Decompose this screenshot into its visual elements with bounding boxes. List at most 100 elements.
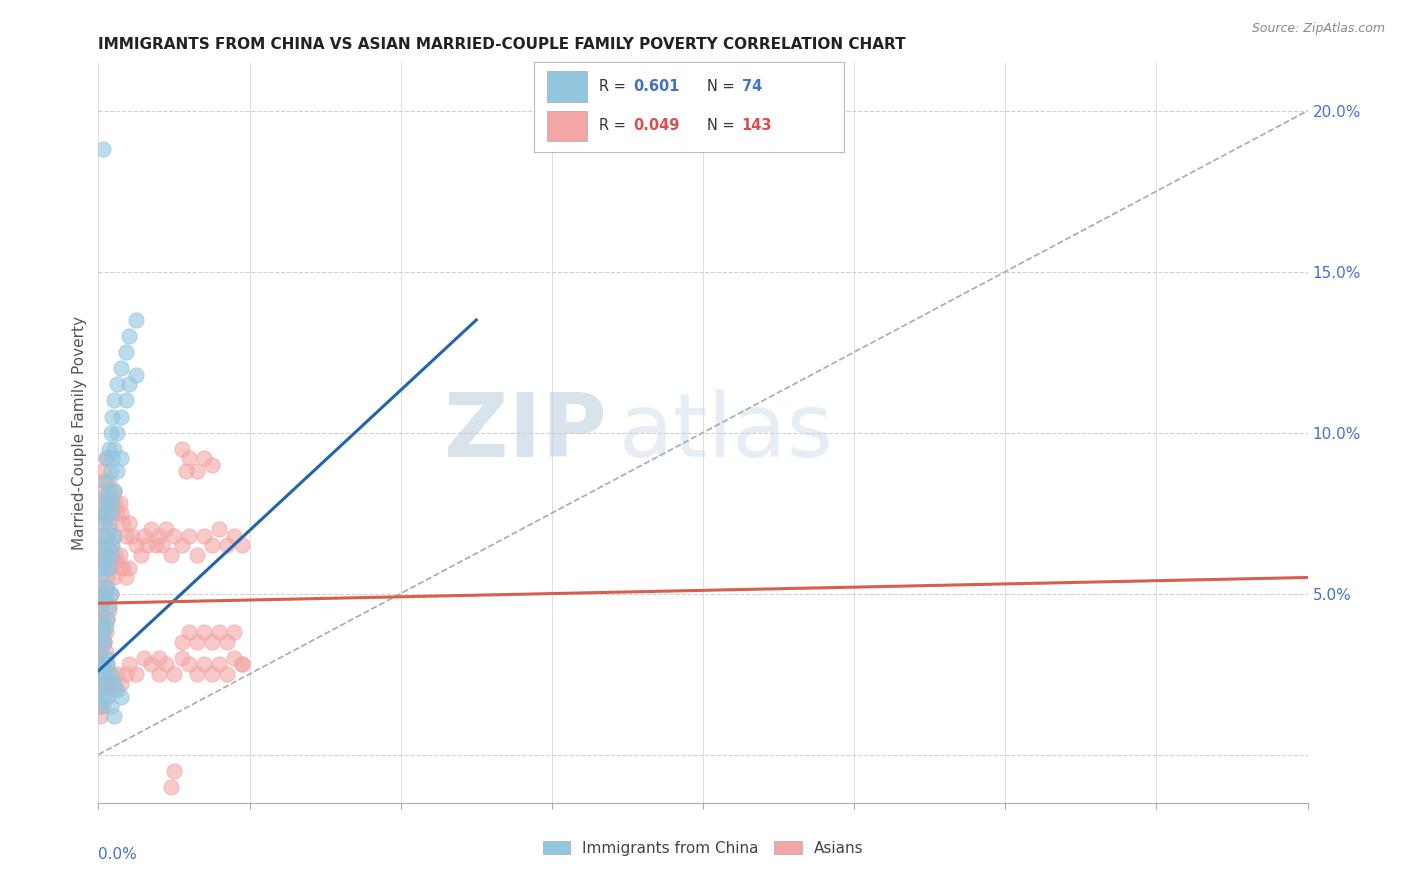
Point bbox=[93, 561, 115, 575]
Point bbox=[150, 538, 173, 552]
Point bbox=[91, 506, 114, 520]
Point bbox=[100, 464, 122, 478]
Point bbox=[98, 561, 121, 575]
Point bbox=[98, 442, 121, 456]
Point bbox=[101, 409, 124, 424]
Point bbox=[98, 599, 121, 614]
Point bbox=[91, 516, 114, 530]
Point bbox=[155, 522, 177, 536]
Point bbox=[94, 644, 117, 658]
Point bbox=[132, 651, 155, 665]
Bar bbox=[547, 111, 586, 141]
Point bbox=[110, 409, 132, 424]
Point bbox=[94, 474, 117, 488]
Point bbox=[186, 548, 208, 562]
Point bbox=[96, 451, 118, 466]
Point bbox=[98, 602, 121, 616]
Point bbox=[114, 393, 136, 408]
Point bbox=[118, 516, 141, 530]
Point bbox=[231, 657, 253, 672]
Point bbox=[94, 625, 117, 640]
Point bbox=[89, 644, 111, 658]
Point bbox=[90, 683, 112, 698]
Point bbox=[91, 690, 114, 704]
Point bbox=[224, 625, 246, 640]
Point bbox=[111, 516, 134, 530]
Point bbox=[98, 522, 121, 536]
Point bbox=[89, 709, 111, 723]
Text: 143: 143 bbox=[741, 119, 772, 133]
Point bbox=[163, 764, 186, 778]
Point bbox=[186, 464, 208, 478]
Text: N =: N = bbox=[707, 79, 740, 94]
Point bbox=[93, 676, 115, 690]
Point bbox=[224, 528, 246, 542]
Point bbox=[100, 496, 122, 510]
Point bbox=[110, 506, 132, 520]
Point bbox=[105, 425, 128, 440]
Point bbox=[96, 612, 118, 626]
Point bbox=[91, 699, 114, 714]
Point bbox=[101, 554, 124, 568]
Point bbox=[179, 451, 201, 466]
Point bbox=[90, 657, 112, 672]
Text: R =: R = bbox=[599, 119, 631, 133]
Point bbox=[179, 625, 201, 640]
Point bbox=[90, 570, 112, 584]
Point bbox=[91, 625, 114, 640]
Point bbox=[94, 506, 117, 520]
Point bbox=[93, 635, 115, 649]
Point bbox=[89, 602, 111, 616]
Text: IMMIGRANTS FROM CHINA VS ASIAN MARRIED-COUPLE FAMILY POVERTY CORRELATION CHART: IMMIGRANTS FROM CHINA VS ASIAN MARRIED-C… bbox=[98, 37, 905, 52]
Text: 0.601: 0.601 bbox=[633, 79, 679, 94]
Point bbox=[141, 657, 163, 672]
Point bbox=[100, 676, 122, 690]
Text: 0.0%: 0.0% bbox=[98, 847, 138, 863]
Point bbox=[193, 528, 215, 542]
Point bbox=[94, 548, 117, 562]
Point bbox=[170, 651, 193, 665]
Point bbox=[186, 667, 208, 681]
Point bbox=[125, 368, 148, 382]
Point bbox=[224, 651, 246, 665]
Point bbox=[89, 602, 111, 616]
Point bbox=[91, 667, 114, 681]
Point bbox=[110, 676, 132, 690]
Point bbox=[201, 538, 224, 552]
Point bbox=[96, 496, 118, 510]
Point bbox=[105, 377, 128, 392]
Point bbox=[231, 538, 253, 552]
Point bbox=[132, 528, 155, 542]
Point bbox=[125, 313, 148, 327]
Point bbox=[103, 483, 125, 498]
Point bbox=[118, 561, 141, 575]
Point bbox=[96, 490, 118, 504]
Point bbox=[89, 506, 111, 520]
Point bbox=[90, 699, 112, 714]
Point bbox=[101, 506, 124, 520]
Point bbox=[110, 361, 132, 376]
Point bbox=[103, 528, 125, 542]
Point bbox=[105, 683, 128, 698]
Point bbox=[94, 651, 117, 665]
Point bbox=[90, 612, 112, 626]
Point bbox=[148, 651, 170, 665]
Point bbox=[160, 780, 183, 794]
Point bbox=[94, 619, 117, 633]
Point bbox=[89, 612, 111, 626]
Point bbox=[100, 425, 122, 440]
Point bbox=[90, 528, 112, 542]
Point bbox=[94, 586, 117, 600]
Point bbox=[170, 442, 193, 456]
Point bbox=[93, 667, 115, 681]
Point bbox=[101, 538, 124, 552]
Point bbox=[91, 619, 114, 633]
Point bbox=[94, 676, 117, 690]
Point bbox=[110, 451, 132, 466]
Point bbox=[94, 580, 117, 594]
Point bbox=[129, 548, 152, 562]
Point bbox=[96, 570, 118, 584]
Text: R =: R = bbox=[599, 79, 631, 94]
Point bbox=[105, 554, 128, 568]
Point bbox=[103, 442, 125, 456]
